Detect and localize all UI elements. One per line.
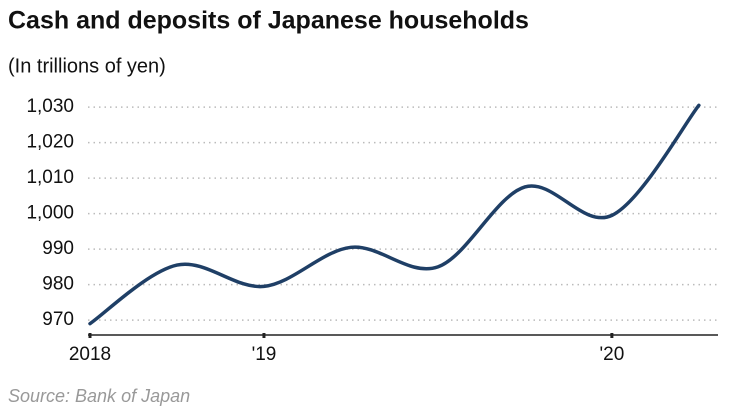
line-series — [88, 103, 701, 326]
y-tick-label: 1,020 — [26, 132, 74, 153]
source: Source: Bank of Japan — [8, 386, 190, 406]
y-tick-label: 980 — [42, 274, 74, 295]
chart-title: Cash and deposits of Japanese households — [8, 7, 529, 35]
x-tick-label: 2018 — [69, 344, 111, 365]
x-tick-label: '20 — [600, 344, 625, 365]
y-tick-label: 1,030 — [26, 96, 74, 117]
y-tick-label: 990 — [42, 238, 74, 259]
y-tick-label: 1,010 — [26, 167, 74, 188]
y-tick-label: 1,000 — [26, 203, 74, 224]
y-tick-label: 970 — [42, 309, 74, 330]
x-tick-label: '19 — [252, 344, 277, 365]
chart-subtitle: (In trillions of yen) — [8, 55, 166, 77]
